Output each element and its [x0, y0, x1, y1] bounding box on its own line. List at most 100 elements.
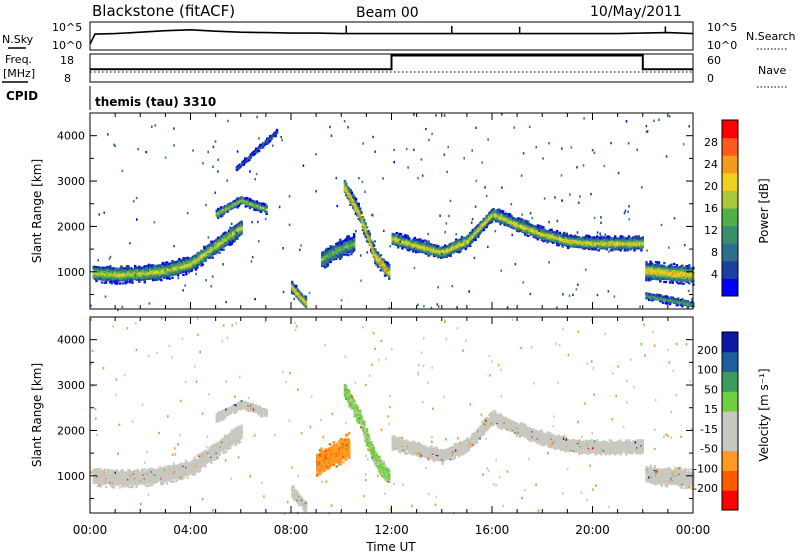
echo-cell	[477, 235, 480, 239]
echo-cell	[408, 249, 411, 252]
echo-cell	[499, 214, 502, 217]
echo-cell	[299, 294, 302, 297]
echo-scatter	[202, 162, 204, 165]
echo-cell	[399, 236, 403, 239]
echo-scatter	[449, 199, 452, 203]
echo-cell	[518, 217, 521, 220]
echo-cell	[363, 218, 366, 221]
echo-cell	[136, 274, 140, 277]
echo-cell	[560, 237, 563, 240]
echo-scatter	[660, 223, 663, 227]
echo-scatter	[448, 214, 450, 218]
echo-cell	[131, 267, 134, 271]
echo-cell	[240, 196, 243, 199]
echo-cell	[682, 266, 685, 269]
echo-cell	[215, 245, 218, 248]
echo-cell	[625, 245, 628, 248]
echo-cell	[605, 243, 609, 246]
echo-cell	[221, 237, 224, 240]
echo-cell	[259, 210, 263, 214]
echo-cell	[110, 282, 113, 285]
echo-cell	[681, 271, 684, 274]
echo-cell	[153, 278, 156, 282]
echo-cell	[607, 237, 610, 240]
echo-cell	[649, 268, 652, 271]
echo-scatter	[682, 143, 685, 146]
echo-cell	[529, 233, 533, 236]
echo-cell	[513, 221, 516, 224]
noise-tick-high-right: 10^5	[707, 21, 737, 34]
echo-cell	[181, 271, 184, 274]
cpid-text: themis (tau) 3310	[95, 95, 216, 109]
echo-cell	[376, 255, 380, 258]
echo-cell	[431, 244, 434, 247]
echo-cell	[650, 270, 654, 273]
echo-cell	[147, 263, 151, 266]
echo-cell	[363, 227, 366, 230]
echo-scatter	[596, 231, 599, 234]
echo-cell	[660, 264, 663, 267]
echo-cell	[210, 242, 213, 245]
echo-cell	[445, 253, 448, 256]
echo-cell	[227, 235, 231, 238]
echo-cell	[412, 244, 415, 247]
echo-cell	[197, 251, 200, 254]
echo-cell	[453, 241, 457, 244]
echo-cell	[356, 202, 359, 205]
echo-cell	[529, 228, 533, 231]
echo-cell	[538, 232, 541, 235]
echo-cell	[561, 233, 564, 236]
echo-cell	[666, 301, 669, 304]
echo-cell	[169, 270, 173, 273]
echo-cell	[122, 267, 126, 270]
echo-cell	[210, 246, 213, 249]
echo-cell	[205, 245, 209, 248]
echo-cell	[376, 257, 380, 260]
echo-cell	[124, 269, 127, 272]
echo-cell	[666, 295, 669, 298]
echo-cell	[106, 269, 109, 273]
echo-cell	[129, 267, 133, 270]
echo-cell	[178, 261, 181, 264]
echo-scatter	[300, 244, 302, 247]
echo-cell	[549, 229, 552, 232]
echo-cell	[388, 265, 391, 268]
echo-cell	[201, 254, 205, 257]
echo-cell	[609, 246, 613, 249]
echo-cell	[113, 273, 116, 276]
echo-cell	[299, 291, 302, 294]
echo-cell	[335, 253, 338, 257]
echo-cell	[376, 251, 380, 254]
echo-cell	[625, 237, 628, 240]
echo-cell	[597, 237, 600, 240]
echo-cell	[638, 241, 642, 244]
echo-cell	[361, 228, 365, 232]
echo-cell	[551, 241, 555, 244]
echo-cell	[495, 215, 498, 218]
echo-cell	[663, 277, 666, 281]
echo-cell	[337, 254, 341, 257]
echo-cell	[361, 222, 365, 226]
echo-scatter	[455, 233, 457, 236]
echo-cell	[605, 239, 609, 242]
echo-cell	[652, 263, 655, 266]
echo-cell	[273, 134, 276, 137]
echo-cell	[489, 210, 492, 213]
echo-cell	[111, 272, 115, 275]
echo-cell	[442, 254, 445, 257]
echo-cell	[678, 300, 681, 303]
echo-cell	[664, 295, 667, 298]
echo-cell	[250, 201, 253, 204]
echo-cell	[256, 148, 259, 151]
echo-scatter	[576, 166, 578, 169]
echo-cell	[536, 238, 539, 241]
echo-cell	[502, 210, 505, 213]
echo-cell	[675, 281, 679, 284]
echo-cell	[402, 235, 405, 238]
echo-cell	[218, 208, 221, 211]
echo-cell	[235, 166, 239, 169]
echo-cell	[593, 242, 596, 245]
echo-cell	[558, 237, 562, 240]
echo-cell	[145, 267, 148, 270]
echo-cell	[216, 240, 220, 243]
